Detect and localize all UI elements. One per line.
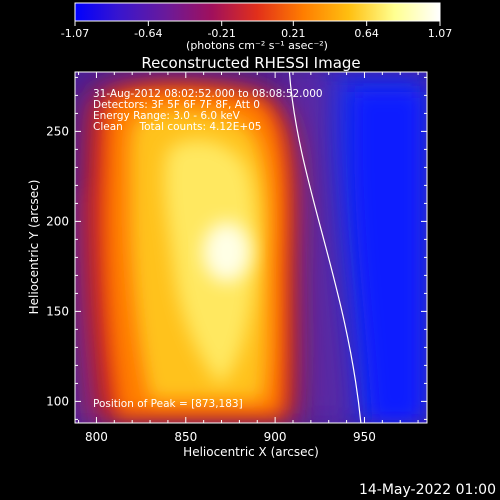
annotation-peak-position: Position of Peak = [873,183] [93, 398, 243, 410]
colorbar-tick-label: -0.64 [134, 27, 162, 40]
mid-band [285, 72, 348, 423]
colorbar-ticks: -1.07 -0.64 -0.21 0.21 0.64 1.07 [61, 21, 452, 40]
x-tick-label: 800 [85, 430, 108, 444]
colorbar-tick-label: 0.64 [354, 27, 379, 40]
annotation-energy-range: Energy Range: 3.0 - 6.0 keV [93, 110, 241, 122]
emission-peak [202, 222, 251, 282]
plot-area [75, 72, 427, 423]
colorbar-tick-label: -0.21 [207, 27, 235, 40]
y-tick-label: 150 [46, 304, 69, 318]
colorbar-tick-label: -1.07 [61, 27, 89, 40]
annotations: 31-Aug-2012 08:02:52.000 to 08:08:52.000… [93, 88, 323, 410]
colorbar-tick-label: 0.21 [281, 27, 306, 40]
annotation-total-counts: Clean Total counts: 4.12E+05 [93, 121, 262, 133]
y-tick-label: 200 [46, 214, 69, 228]
solar-limb [288, 72, 362, 423]
x-tick-label: 950 [353, 430, 376, 444]
y-tick-label: 100 [46, 394, 69, 408]
x-tick-label: 850 [174, 430, 197, 444]
y-axis-label: Heliocentric Y (arcsec) [27, 180, 41, 315]
low-emission-core [354, 92, 420, 420]
timestamp: 14-May-2022 01:00 [358, 482, 496, 498]
annotation-time-range: 31-Aug-2012 08:02:52.000 to 08:08:52.000 [93, 88, 323, 100]
colorbar-label: (photons cm⁻² s⁻¹ asec⁻²) [186, 39, 328, 52]
y-axis: 100 150 200 250 [46, 76, 427, 420]
x-axis-label: Heliocentric X (arcsec) [183, 445, 319, 459]
annotation-detectors: Detectors: 3F 5F 6F 7F 8F, Att 0 [93, 99, 260, 111]
plot-frame [74, 71, 428, 424]
chart-title: Reconstructed RHESSI Image [141, 54, 360, 72]
y-tick-label: 250 [46, 124, 69, 138]
x-tick-label: 900 [264, 430, 287, 444]
colorbar: -1.07 -0.64 -0.21 0.21 0.64 1.07 (photons cm⁻… [61, 2, 452, 52]
colorbar-gradient [74, 2, 441, 22]
x-axis: 800 850 900 950 [78, 72, 419, 444]
colorbar-tick-label: 1.07 [428, 27, 453, 40]
